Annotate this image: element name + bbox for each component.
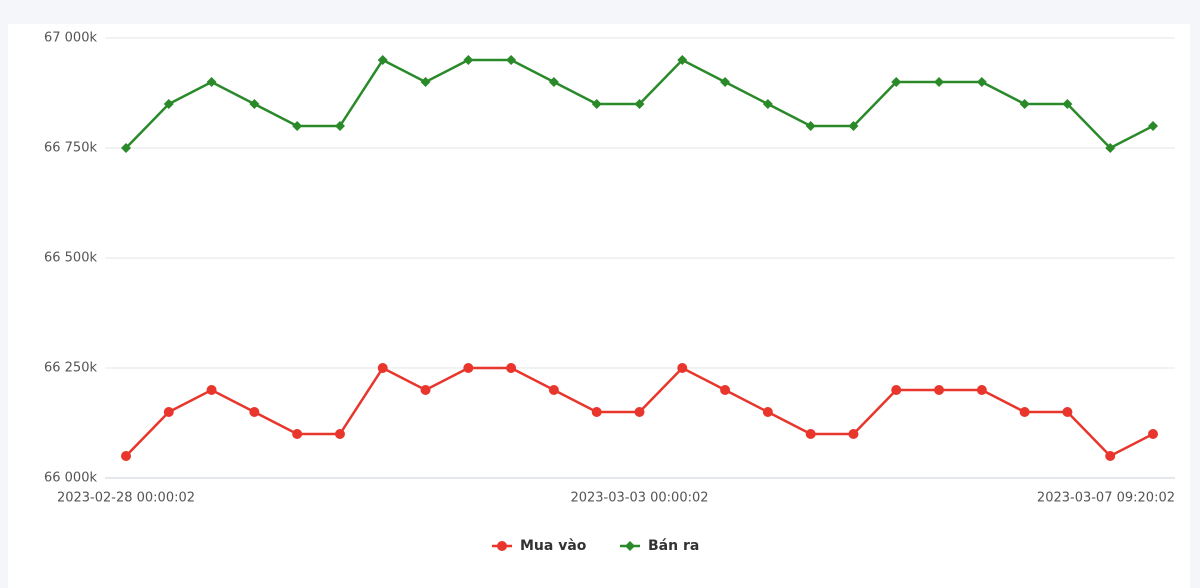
panel <box>8 24 1190 588</box>
legend-item: Mua vào <box>492 538 587 554</box>
point <box>463 363 474 373</box>
point <box>121 143 131 153</box>
x-tick-label: 2023-02-28 00:00:02 <box>57 491 195 506</box>
point <box>1062 407 1073 417</box>
point <box>249 99 260 109</box>
point <box>1019 99 1030 109</box>
point <box>848 429 859 439</box>
point <box>163 99 174 109</box>
point <box>249 407 260 417</box>
legend-marker <box>497 541 507 551</box>
y-tick-label: 66 500k <box>44 251 97 266</box>
point <box>805 429 816 439</box>
point <box>805 121 816 131</box>
point <box>463 55 474 65</box>
legend-label: Bán ra <box>648 538 699 554</box>
point <box>976 77 987 87</box>
point <box>548 77 559 87</box>
point <box>1105 143 1116 153</box>
point <box>121 451 131 461</box>
point <box>377 363 388 373</box>
point <box>377 55 388 65</box>
point <box>591 99 602 109</box>
point <box>848 121 859 131</box>
point <box>420 385 431 395</box>
point <box>591 407 602 417</box>
x-tick-label: 2023-03-07 09:20:02 <box>1037 491 1175 506</box>
point <box>292 429 303 439</box>
point <box>762 99 773 109</box>
point <box>891 77 902 87</box>
point <box>1148 429 1158 439</box>
point <box>1062 99 1073 109</box>
point <box>720 77 731 87</box>
x-tick-label: 2023-03-03 00:00:02 <box>570 491 708 506</box>
legend-item: Bán ra <box>620 538 699 554</box>
point <box>506 363 517 373</box>
point <box>891 385 902 395</box>
y-tick-label: 66 000k <box>44 471 97 486</box>
point <box>420 77 431 87</box>
point <box>677 363 688 373</box>
point <box>762 407 773 417</box>
point <box>677 55 688 65</box>
point <box>976 385 987 395</box>
y-tick-label: 66 250k <box>44 361 97 376</box>
point <box>334 121 345 131</box>
point <box>934 385 945 395</box>
y-tick-label: 66 750k <box>44 141 97 156</box>
point <box>720 385 731 395</box>
point <box>206 77 217 87</box>
point <box>634 407 645 417</box>
point <box>548 385 559 395</box>
point <box>292 121 303 131</box>
point <box>1148 121 1158 131</box>
point <box>1105 451 1116 461</box>
y-tick-label: 67 000k <box>44 31 97 46</box>
point <box>163 407 174 417</box>
point <box>934 77 945 87</box>
point <box>334 429 345 439</box>
point <box>1019 407 1030 417</box>
point <box>634 99 645 109</box>
point <box>206 385 217 395</box>
point <box>506 55 517 65</box>
legend-label: Mua vào <box>520 538 587 554</box>
legend-marker <box>625 541 635 551</box>
